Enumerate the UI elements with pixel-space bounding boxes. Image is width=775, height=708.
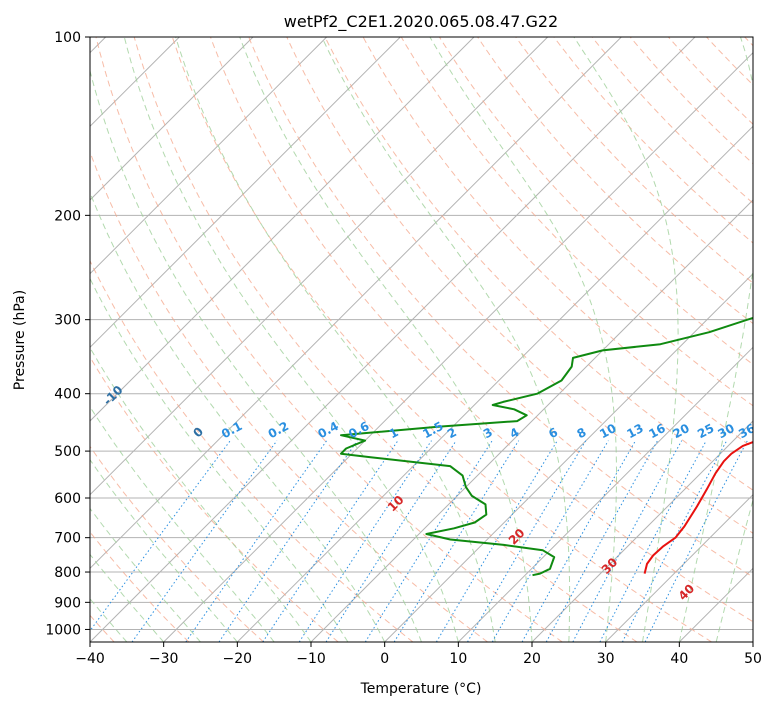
mixing-ratio-label: 36 (736, 421, 757, 441)
dry-adiabat-line (629, 37, 753, 165)
y-tick-label: 500 (54, 444, 81, 460)
moist-adiabat-line (90, 68, 422, 642)
mixing-ratio-line (644, 440, 748, 642)
mixing-ratio-label: 10 (597, 421, 618, 441)
x-tick-label: 10 (449, 651, 467, 667)
x-tick-label: 0 (380, 651, 389, 667)
x-tick-label: 20 (523, 651, 541, 667)
dry-adiabat-line (133, 37, 638, 642)
isotherm-line (457, 346, 753, 642)
dry-adiabat-line (400, 37, 753, 407)
x-tick-label: −40 (75, 651, 105, 667)
isotherm-line (163, 51, 753, 642)
y-tick-label: 700 (54, 531, 81, 547)
dry-adiabat-line (95, 37, 563, 642)
isotherm-line (90, 37, 475, 422)
y-axis-label: Pressure (hPa) (12, 290, 28, 390)
moist-adiabat-line (123, 37, 459, 642)
dry-adiabat-line (90, 259, 414, 642)
mixing-ratio-line (90, 440, 231, 632)
dry-adiabat-line (248, 37, 753, 578)
moist-adiabat-line (90, 507, 201, 642)
moist-adiabat-line (573, 37, 679, 642)
moist-adiabat-line (429, 37, 617, 642)
y-tick-label: 100 (54, 30, 81, 46)
moist-adiabat-line (239, 37, 533, 642)
mixing-ratio-line (467, 440, 587, 642)
isotherm-line (90, 37, 622, 570)
isotherm-line (90, 37, 549, 496)
dry-adiabat-line (324, 37, 753, 491)
y-tick-label: 300 (54, 313, 81, 329)
moist-adiabat-line (90, 458, 238, 642)
mixing-ratio-label: 16 (646, 421, 667, 441)
isotherm-line (90, 37, 328, 275)
mixing-ratio-line (131, 440, 278, 642)
y-tick-label: 200 (54, 208, 81, 224)
isotherm-line (531, 420, 753, 642)
mixing-ratio-label: 30 (716, 421, 737, 441)
plot-background (90, 37, 753, 642)
x-tick-label: 50 (744, 651, 762, 667)
plot-frame (89, 36, 754, 643)
dry-adiabat-line (362, 37, 753, 449)
mixing-ratio-line (435, 440, 558, 642)
moist-adiabat-line (90, 405, 275, 642)
x-tick-label: 30 (597, 651, 615, 667)
mixing-ratio-line (545, 440, 659, 642)
mixing-ratio-line (364, 440, 493, 642)
mixing-ratio-line (262, 440, 399, 642)
moist-adiabat-line (752, 640, 753, 642)
isotherm-line (752, 641, 753, 642)
mixing-ratio-line (298, 440, 432, 642)
mixing-ratio-line (521, 440, 637, 642)
dewpoint-profile-line (340, 316, 753, 577)
axis-ticks: −40 −30 −20 −10 0 10 20 30 40 50 100 200 300 400 500 60… (45, 30, 762, 667)
isotherm-line (384, 272, 753, 642)
isotherm-line (605, 493, 753, 642)
chart-title: wetPf2_C2E1.2020.065.08.47.G22 (284, 12, 558, 32)
dry-adiabat-line (515, 37, 753, 284)
mixing-ratio-line (218, 440, 358, 642)
dry-adiabat-line (171, 37, 712, 642)
y-tick-label: 600 (54, 491, 81, 507)
y-tick-label: 800 (54, 565, 81, 581)
moist-adiabat-line (321, 37, 571, 642)
isotherm-line (90, 37, 254, 201)
mixing-ratio-line (572, 440, 683, 642)
moist-adiabat-line (90, 346, 312, 642)
isotherm-line (90, 37, 401, 349)
x-tick-label: −30 (149, 651, 179, 667)
mixing-ratio-line (393, 440, 520, 642)
moist-adiabat-line (175, 37, 496, 642)
moist-adiabat-line (678, 37, 753, 642)
y-tick-label: 1000 (45, 622, 81, 638)
mixing-ratio-label: 20 (671, 421, 692, 441)
dry-adiabat-line (477, 37, 753, 325)
y-tick-label: 900 (54, 595, 81, 611)
x-axis-label: Temperature (°C) (360, 681, 482, 697)
x-tick-label: −10 (296, 651, 326, 667)
background-lines (90, 37, 753, 642)
mixing-ratio-label: 13 (624, 421, 645, 441)
temperature-profile-line (643, 441, 753, 574)
moist-adiabat-line (90, 191, 386, 642)
moist-adiabat-line (715, 498, 753, 642)
x-tick-label: 40 (670, 651, 688, 667)
dry-adiabat-line (90, 445, 264, 642)
x-tick-label: −20 (223, 651, 253, 667)
mixing-ratio-line (325, 440, 457, 642)
dry-adiabat-line (210, 37, 753, 623)
moist-adiabat-line (90, 277, 349, 642)
moist-adiabat-line (90, 597, 128, 642)
mixing-ratio-label: 25 (695, 421, 716, 441)
y-tick-label: 400 (54, 387, 81, 403)
mixing-ratio-line (185, 440, 328, 642)
moist-adiabat-line (90, 553, 165, 642)
dry-adiabat-line (591, 37, 753, 204)
profile-lines (340, 316, 753, 577)
isotherm-line (236, 125, 753, 642)
